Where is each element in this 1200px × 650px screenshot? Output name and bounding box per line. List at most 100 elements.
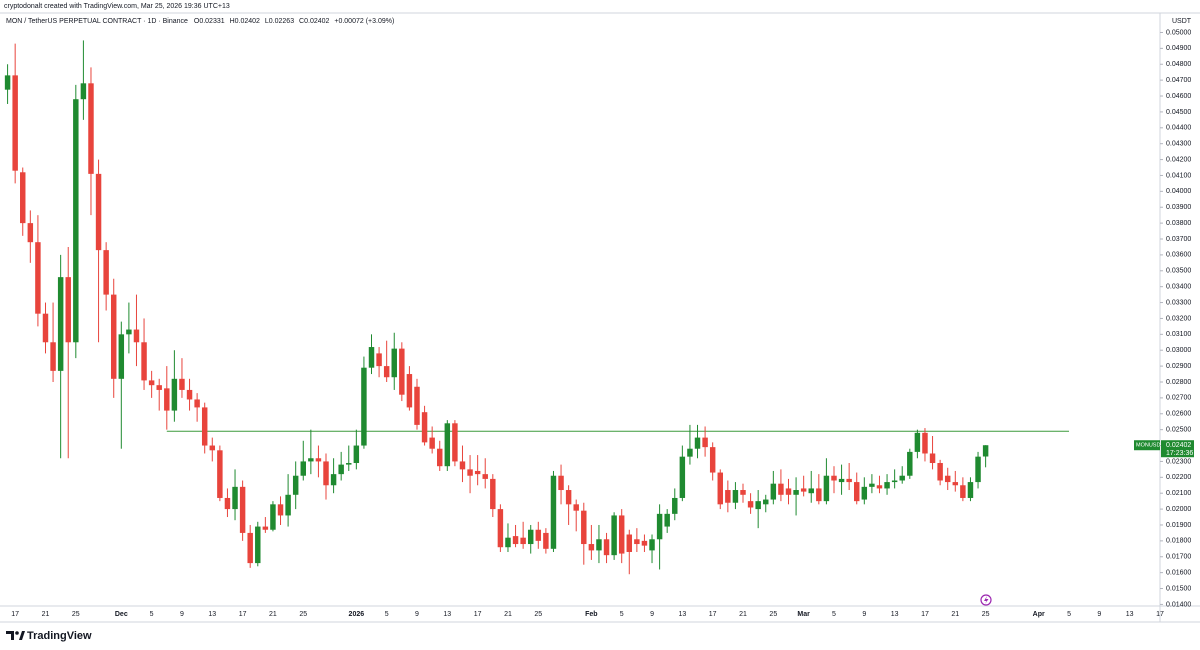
candle-body bbox=[922, 432, 928, 454]
y-tick-label: 0.02500 bbox=[1166, 426, 1191, 433]
candle-body bbox=[535, 529, 542, 541]
candle-body bbox=[543, 532, 549, 549]
candle-body bbox=[823, 475, 830, 502]
y-tick-label: 0.02700 bbox=[1166, 395, 1191, 402]
candle-body bbox=[732, 490, 739, 503]
candle-body bbox=[891, 480, 898, 483]
candle-body bbox=[217, 450, 223, 498]
candle-body bbox=[975, 456, 981, 483]
candle-body bbox=[687, 448, 693, 457]
x-tick-label: 21 bbox=[504, 611, 512, 618]
y-tick-label: 0.02600 bbox=[1166, 411, 1191, 418]
candle-body bbox=[148, 380, 155, 386]
x-tick-label: 25 bbox=[299, 611, 307, 618]
credit: cryptodonalt created with TradingView.co… bbox=[4, 3, 230, 10]
candle-body bbox=[285, 494, 291, 516]
x-tick-label: Apr bbox=[1033, 611, 1045, 618]
last-price-box bbox=[1161, 440, 1194, 458]
x-tick-label: 5 bbox=[385, 611, 389, 618]
y-tick-label: 0.03800 bbox=[1166, 220, 1191, 227]
candle-body bbox=[179, 378, 185, 390]
candle-body bbox=[338, 464, 344, 475]
logo: TradingView bbox=[6, 630, 92, 642]
candle-body bbox=[353, 445, 360, 464]
candle-body bbox=[907, 451, 913, 476]
candle-body bbox=[444, 423, 451, 467]
candle-body bbox=[967, 482, 974, 498]
price-unit: USDT bbox=[1172, 18, 1192, 25]
candle-body bbox=[725, 490, 731, 503]
y-tick-label: 0.01700 bbox=[1166, 554, 1191, 561]
candle-body bbox=[702, 437, 708, 448]
x-tick-label: 17 bbox=[474, 611, 482, 618]
candle-body bbox=[95, 173, 102, 251]
candle-body bbox=[399, 348, 405, 395]
candle-body bbox=[323, 461, 329, 486]
candle-body bbox=[4, 75, 11, 90]
candle-body bbox=[247, 532, 253, 564]
candle-body bbox=[899, 475, 905, 481]
candle-body bbox=[391, 348, 397, 378]
x-tick-label: 13 bbox=[1126, 611, 1134, 618]
y-tick-label: 0.04200 bbox=[1166, 156, 1191, 163]
candle-body bbox=[27, 223, 34, 243]
alert-icon bbox=[980, 594, 992, 606]
x-tick-label: Mar bbox=[797, 611, 810, 618]
candle-body bbox=[35, 242, 41, 314]
candle-body bbox=[330, 474, 337, 486]
x-tick-label: 21 bbox=[951, 611, 959, 618]
y-tick-label: 0.01900 bbox=[1166, 522, 1191, 529]
y-tick-label: 0.04500 bbox=[1166, 109, 1191, 116]
y-tick-label: 0.04300 bbox=[1166, 141, 1191, 148]
candle-body bbox=[763, 499, 769, 505]
x-tick-label: 13 bbox=[208, 611, 216, 618]
y-tick-label: 0.02000 bbox=[1166, 506, 1191, 513]
last-price-countdown: 17:23:36 bbox=[1166, 450, 1193, 457]
candle-body bbox=[421, 412, 428, 443]
candle-body bbox=[459, 461, 466, 470]
y-tick-label: 0.02800 bbox=[1166, 379, 1191, 386]
candle-body bbox=[944, 475, 951, 483]
candle-body bbox=[527, 529, 534, 545]
candle-body bbox=[164, 388, 170, 411]
y-tick-label: 0.03900 bbox=[1166, 204, 1191, 211]
y-tick-label: 0.01600 bbox=[1166, 569, 1191, 576]
y-tick-label: 0.04700 bbox=[1166, 77, 1191, 84]
y-tick-label: 0.02900 bbox=[1166, 363, 1191, 370]
y-tick-label: 0.03700 bbox=[1166, 236, 1191, 243]
x-tick-label: 5 bbox=[832, 611, 836, 618]
y-tick-label: 0.04800 bbox=[1166, 61, 1191, 68]
x-tick-label: 21 bbox=[42, 611, 50, 618]
y-tick-label: 0.01800 bbox=[1166, 538, 1191, 545]
candle-body bbox=[315, 458, 322, 462]
candle-body bbox=[110, 294, 117, 379]
candle-body bbox=[482, 474, 488, 479]
candle-body bbox=[126, 329, 132, 335]
candle-body bbox=[831, 475, 837, 481]
candle-body bbox=[838, 478, 845, 483]
candle-body bbox=[876, 485, 883, 489]
x-tick-label: 13 bbox=[443, 611, 451, 618]
candle-body bbox=[118, 334, 125, 379]
x-tick-label: 25 bbox=[534, 611, 542, 618]
candle-body bbox=[717, 472, 723, 505]
candle-body bbox=[224, 497, 231, 510]
candle-body bbox=[103, 250, 109, 295]
candle-body bbox=[982, 445, 989, 457]
y-tick-label: 0.03100 bbox=[1166, 331, 1191, 338]
candle-body bbox=[368, 347, 375, 368]
x-tick-label: 9 bbox=[650, 611, 654, 618]
candle-body bbox=[474, 470, 481, 475]
candle-body bbox=[300, 461, 306, 476]
candle-body bbox=[611, 515, 617, 556]
candle-body bbox=[277, 504, 284, 516]
candle-body bbox=[308, 458, 314, 462]
x-tick-label: 9 bbox=[1097, 611, 1101, 618]
candle-body bbox=[634, 539, 640, 545]
candle-body bbox=[641, 540, 648, 546]
candle-body bbox=[747, 501, 754, 508]
candle-body bbox=[497, 509, 504, 548]
y-tick-label: 0.03000 bbox=[1166, 347, 1191, 354]
